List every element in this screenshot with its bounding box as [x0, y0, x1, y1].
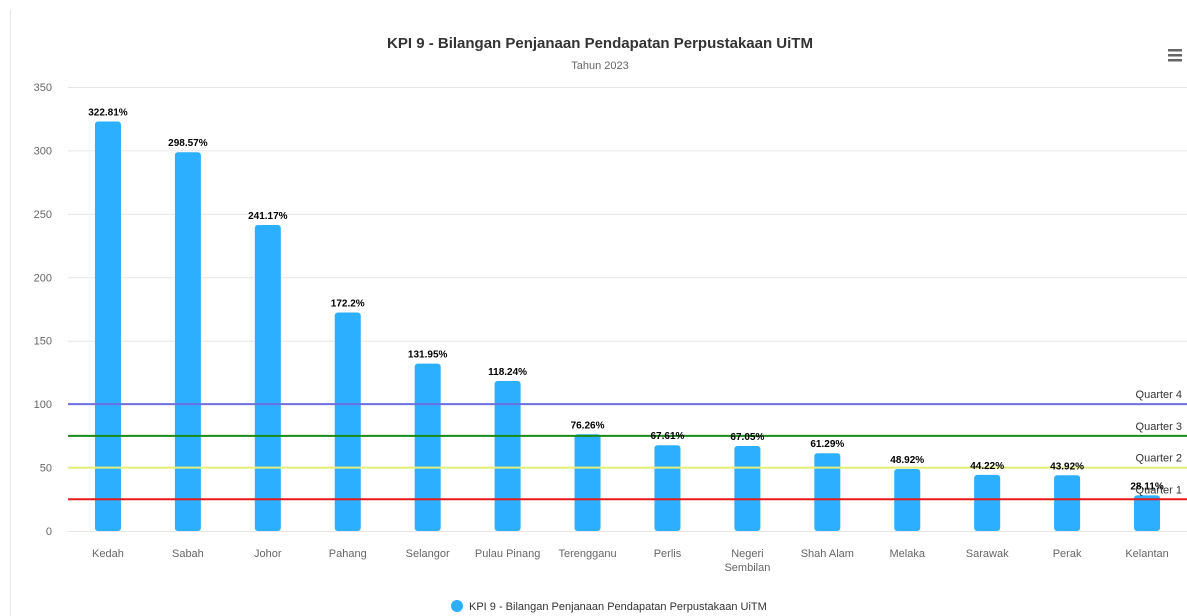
- chart-title: KPI 9 - Bilangan Penjanaan Pendapatan Pe…: [387, 35, 813, 52]
- data-label: 67.61%: [651, 431, 685, 442]
- bar: [334, 312, 361, 531]
- y-tick-label: 300: [34, 145, 52, 157]
- data-label: 298.57%: [168, 138, 208, 149]
- bar: [1054, 475, 1081, 531]
- x-tick-label: Terengganu: [558, 548, 616, 560]
- data-label: 44.22%: [970, 461, 1004, 472]
- data-label: 61.29%: [810, 439, 844, 450]
- plot-line-label: Quarter 3: [1136, 421, 1182, 433]
- bar: [814, 453, 841, 531]
- bar: [494, 381, 521, 531]
- x-tick-label: Pulau Pinang: [475, 548, 540, 560]
- x-tick-label: Selangor: [406, 548, 450, 560]
- x-tick-label: Perlis: [654, 548, 682, 560]
- data-label: 131.95%: [408, 350, 448, 361]
- y-tick-label: 350: [34, 82, 52, 94]
- data-label: 76.26%: [571, 420, 605, 431]
- x-tick-label: Sabah: [172, 548, 204, 560]
- menu-bar: [1168, 59, 1182, 62]
- legend-symbol: [451, 600, 463, 612]
- legend-label: KPI 9 - Bilangan Penjanaan Pendapatan Pe…: [469, 601, 767, 613]
- y-tick-label: 250: [34, 209, 52, 221]
- bar: [654, 445, 681, 531]
- x-tick-label: Kelantan: [1125, 548, 1168, 560]
- y-tick-label: 100: [34, 399, 52, 411]
- bar: [414, 363, 441, 531]
- menu-button[interactable]: [1168, 49, 1182, 62]
- data-label: 67.05%: [730, 432, 764, 443]
- bar: [574, 434, 601, 531]
- data-label: 43.92%: [1050, 461, 1084, 472]
- y-tick-label: 0: [46, 526, 52, 538]
- bar: [734, 445, 761, 531]
- plot-line-label: Quarter 1: [1136, 484, 1182, 496]
- legend-item[interactable]: KPI 9 - Bilangan Penjanaan Pendapatan Pe…: [451, 600, 767, 613]
- data-label: 322.81%: [88, 107, 128, 118]
- menu-bar: [1168, 49, 1182, 52]
- y-tick-label: 150: [34, 336, 52, 348]
- y-tick-label: 200: [34, 272, 52, 284]
- x-tick-label: Pahang: [329, 548, 367, 560]
- bar: [1134, 495, 1161, 531]
- chart-subtitle: Tahun 2023: [571, 60, 629, 72]
- x-tick-label: Kedah: [92, 548, 124, 560]
- x-tick-label: Perak: [1053, 548, 1082, 560]
- menu-bar: [1168, 54, 1182, 57]
- x-tick-label: Melaka: [890, 548, 926, 560]
- x-tick-label: Sarawak: [966, 548, 1009, 560]
- x-tick-label: Negeri Sembilan: [724, 548, 770, 574]
- data-label: 28.11%: [1130, 481, 1163, 492]
- data-label: 118.24%: [488, 367, 527, 378]
- x-tick-label: Johor: [254, 548, 282, 560]
- data-label: 241.17%: [248, 211, 288, 222]
- data-label: 172.2%: [331, 299, 365, 310]
- plot-line-label: Quarter 4: [1136, 389, 1182, 401]
- plot-line-label: Quarter 2: [1136, 453, 1182, 465]
- bar: [254, 225, 281, 531]
- y-tick-label: 50: [40, 463, 52, 475]
- x-tick-label: Shah Alam: [801, 548, 854, 560]
- bar: [174, 152, 201, 532]
- data-label: 48.92%: [890, 455, 924, 466]
- bar: [94, 121, 121, 531]
- bar: [974, 474, 1001, 531]
